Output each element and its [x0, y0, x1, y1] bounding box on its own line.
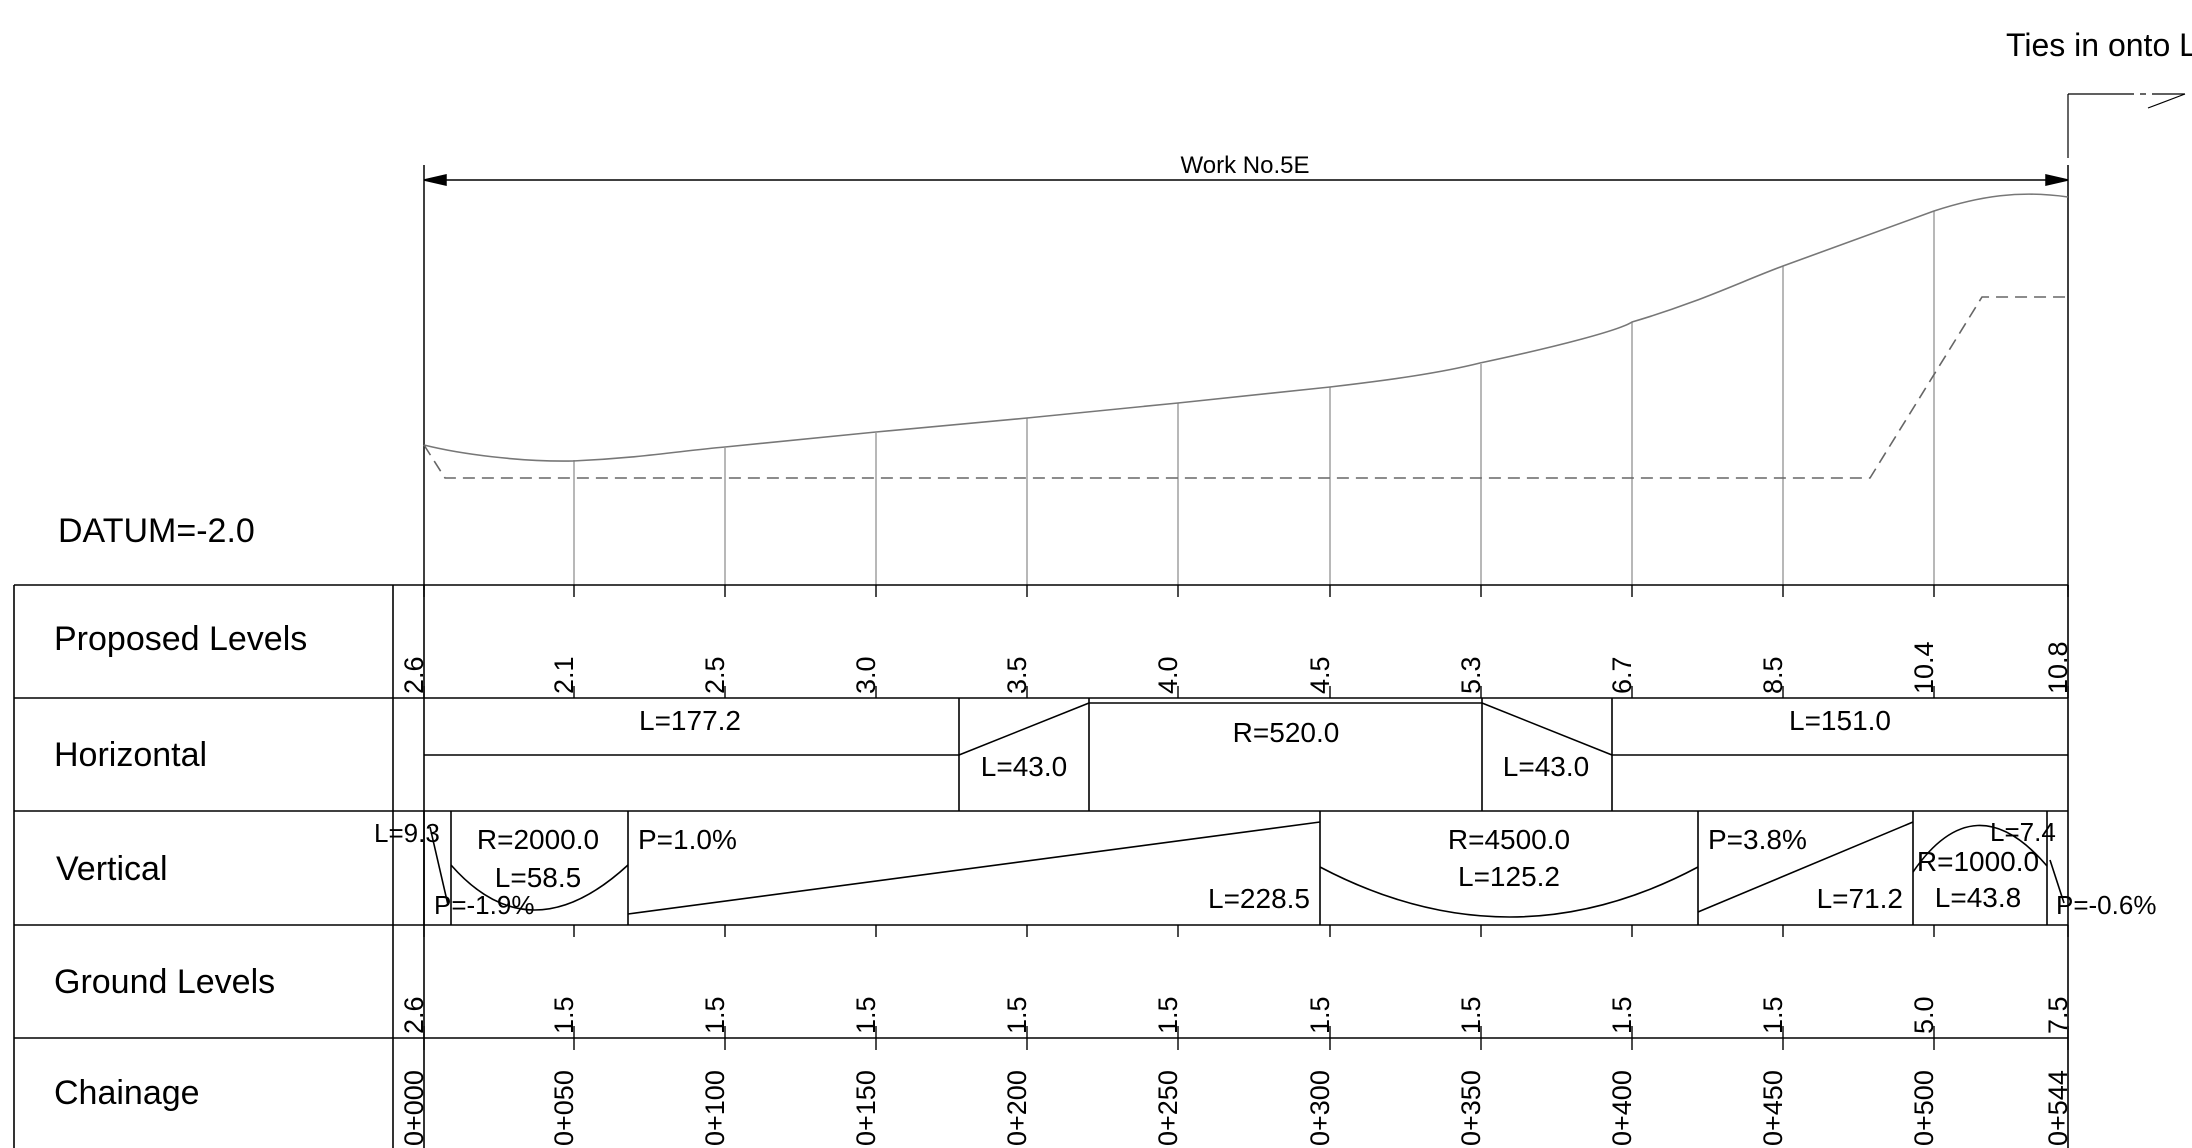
- vertical-length-5: L=71.2: [1817, 883, 1903, 914]
- vertical-radius-2: R=4500.0: [1448, 824, 1570, 855]
- ground-level-value: 1.5: [1456, 996, 1486, 1034]
- ground-level-value: 1.5: [549, 996, 579, 1034]
- horizontal-curve-radius: R=520.0: [1233, 717, 1340, 748]
- work-label: Work No.5E: [1181, 152, 1310, 179]
- chainage-value: 0+050: [549, 1070, 579, 1146]
- ground-level-value: 1.5: [700, 996, 730, 1034]
- vertical-length-3: L=228.5: [1208, 883, 1310, 914]
- vertical-alignment-diagram: [423, 811, 2065, 925]
- chainage-value: 0+350: [1456, 1070, 1486, 1146]
- ground-level-value: 7.5: [2043, 996, 2073, 1034]
- proposed-levels-values: 2.6 2.1 2.5 3.0 3.5 4.0 4.5 5.3 6.7 8.5 10.4 10.8: [399, 641, 2073, 694]
- horizontal-spiral-1-length: L=43.0: [981, 751, 1067, 782]
- vertical-length-6: L=43.8: [1935, 882, 2021, 913]
- chainage-value: 0+400: [1607, 1070, 1637, 1146]
- proposed-level-value: 4.5: [1305, 656, 1335, 694]
- vertical-length-4: L=125.2: [1458, 861, 1560, 892]
- tie-in-symbol: [2067, 93, 2186, 158]
- ground-level-value: 5.0: [1909, 996, 1939, 1034]
- work-extent-dimension: [423, 165, 2069, 590]
- horizontal-spiral-2-length: L=43.0: [1503, 751, 1589, 782]
- proposed-level-value: 6.7: [1607, 656, 1637, 694]
- chainage-value: 0+500: [1909, 1070, 1939, 1146]
- chainage-ticks: [423, 585, 2069, 1050]
- profile-section: [423, 193, 2069, 585]
- chainage-value: 0+250: [1153, 1070, 1183, 1146]
- row-label-chainage: Chainage: [54, 1074, 200, 1112]
- proposed-level-value: 2.1: [549, 656, 579, 694]
- ground-level-value: 2.6: [399, 996, 429, 1034]
- proposed-level-value: 8.5: [1758, 656, 1788, 694]
- ties-in-title: Ties in onto L: [2006, 27, 2192, 63]
- ground-level-value: 1.5: [851, 996, 881, 1034]
- chainage-value: 0+100: [700, 1070, 730, 1146]
- horizontal-alignment-diagram: [424, 698, 2068, 811]
- chainage-values: 0+000 0+050 0+100 0+150 0+200 0+250 0+300 0+350…: [399, 1070, 2073, 1146]
- vertical-length-1: L=9.3: [374, 818, 440, 848]
- vertical-grade-4: P=-0.6%: [2056, 890, 2156, 920]
- row-label-proposed-levels: Proposed Levels: [54, 620, 307, 658]
- vertical-length-7: L=7.4: [1990, 817, 2056, 847]
- proposed-level-value: 5.3: [1456, 656, 1486, 694]
- datum-label: DATUM=-2.0: [58, 512, 255, 550]
- chainage-value: 0+200: [1002, 1070, 1032, 1146]
- proposed-level-line: [423, 193, 2069, 462]
- chainage-verticals: [573, 211, 1935, 585]
- row-label-horizontal: Horizontal: [54, 736, 207, 774]
- ground-level-line: [423, 296, 2068, 479]
- proposed-level-value: 2.6: [399, 656, 429, 694]
- horizontal-straight-2-length: L=151.0: [1789, 705, 1891, 736]
- ground-levels-values: 2.6 1.5 1.5 1.5 1.5 1.5 1.5 1.5 1.5 1.5 5.0 7.5: [399, 996, 2073, 1034]
- vertical-grade-3: P=3.8%: [1708, 824, 1807, 855]
- vertical-grade-2: P=1.0%: [638, 824, 737, 855]
- chainage-value: 0+544: [2043, 1070, 2073, 1146]
- ground-level-value: 1.5: [1153, 996, 1183, 1034]
- proposed-level-value: 10.4: [1909, 641, 1939, 694]
- row-label-vertical: Vertical: [56, 850, 168, 888]
- proposed-level-value: 2.5: [700, 656, 730, 694]
- vertical-grade-1: P=-1.9%: [434, 890, 534, 920]
- ground-level-value: 1.5: [1607, 996, 1637, 1034]
- ground-level-value: 1.5: [1305, 996, 1335, 1034]
- row-label-ground-levels: Ground Levels: [54, 963, 275, 1001]
- vertical-length-2: L=58.5: [495, 862, 581, 893]
- proposed-level-value: 4.0: [1153, 656, 1183, 694]
- ground-level-value: 1.5: [1758, 996, 1788, 1034]
- proposed-level-value: 3.5: [1002, 656, 1032, 694]
- vertical-radius-1: R=2000.0: [477, 824, 599, 855]
- chainage-value: 0+450: [1758, 1070, 1788, 1146]
- chainage-value: 0+000: [399, 1070, 429, 1146]
- proposed-level-value: 3.0: [851, 656, 881, 694]
- horizontal-straight-1-length: L=177.2: [639, 705, 741, 736]
- proposed-level-value: 10.8: [2043, 641, 2073, 694]
- vertical-radius-3: R=1000.0: [1917, 846, 2039, 877]
- chainage-value: 0+300: [1305, 1070, 1335, 1146]
- chainage-value: 0+150: [851, 1070, 881, 1146]
- ground-level-value: 1.5: [1002, 996, 1032, 1034]
